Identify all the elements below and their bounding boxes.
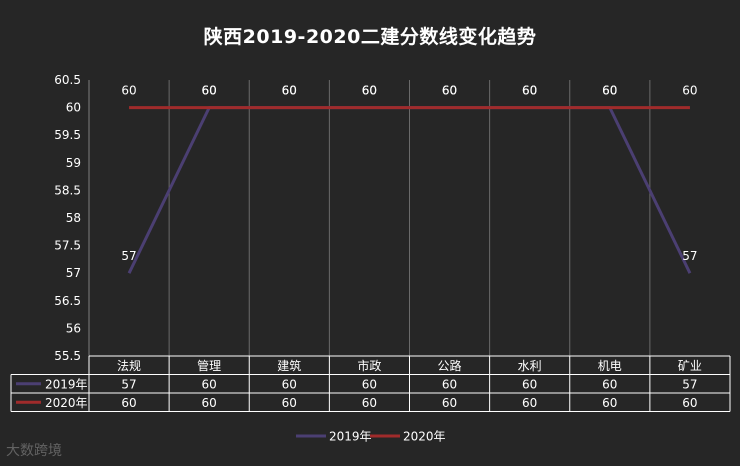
- data-label: 60: [362, 84, 377, 98]
- table-cell: 60: [522, 396, 537, 410]
- x-tick-label: 公路: [438, 358, 462, 373]
- table-cell: 60: [362, 396, 377, 410]
- table-cell: 60: [121, 396, 136, 410]
- y-tick-label: 56: [66, 321, 81, 335]
- watermark-logo: 大数跨境: [6, 443, 62, 459]
- y-tick-label: 60: [66, 101, 81, 115]
- data-label: 60: [682, 84, 697, 98]
- y-tick-label: 57: [66, 266, 81, 280]
- data-label: 60: [121, 84, 136, 98]
- y-tick-label: 57.5: [54, 239, 81, 253]
- legend-label-1: 2019年: [329, 430, 372, 444]
- chart-title: 陕西2019-2020二建分数线变化趋势: [203, 26, 537, 48]
- table-cell: 57: [121, 377, 136, 391]
- table-cell: 60: [602, 396, 617, 410]
- x-tick-label: 机电: [598, 359, 622, 373]
- table-cell: 57: [682, 377, 697, 391]
- table-cell: 60: [202, 396, 217, 410]
- data-label: 60: [442, 84, 457, 98]
- y-tick-label: 55.5: [54, 349, 81, 363]
- table-cell: 60: [202, 377, 217, 391]
- y-tick-label: 59.5: [54, 128, 81, 142]
- table-series-name: 2020年: [45, 396, 88, 410]
- data-label: 60: [602, 84, 617, 98]
- data-label: 60: [522, 84, 537, 98]
- table-cell: 60: [602, 377, 617, 391]
- table-cell: 60: [282, 377, 297, 391]
- y-tick-label: 58: [66, 211, 81, 225]
- data-label: 60: [282, 84, 297, 98]
- table-cell: 60: [442, 396, 457, 410]
- x-tick-label: 矿业: [678, 359, 702, 373]
- data-label: 60: [282, 84, 297, 98]
- table-cell: 60: [362, 377, 377, 391]
- table-cell: 60: [522, 377, 537, 391]
- y-tick-label: 60.5: [54, 73, 81, 87]
- legend-label-2: 2020年: [403, 430, 446, 444]
- data-label: 60: [202, 84, 217, 98]
- data-label: 57: [682, 249, 697, 263]
- x-tick-label: 市政: [357, 358, 381, 373]
- table-cell: 60: [442, 377, 457, 391]
- x-tick-label: 建筑: [277, 358, 301, 373]
- table-series-name: 2019年: [45, 377, 88, 391]
- data-label: 60: [522, 84, 537, 98]
- x-tick-label: 法规: [117, 358, 141, 373]
- data-label: 60: [362, 84, 377, 98]
- y-tick-label: 58.5: [54, 183, 81, 197]
- data-label: 60: [602, 84, 617, 98]
- data-label: 60: [202, 84, 217, 98]
- y-tick-label: 56.5: [54, 294, 81, 308]
- table-cell: 60: [282, 396, 297, 410]
- x-tick-label: 水利: [518, 359, 542, 373]
- data-label: 57: [121, 249, 136, 263]
- data-label: 60: [442, 84, 457, 98]
- y-tick-label: 59: [66, 156, 81, 170]
- x-tick-label: 管理: [197, 358, 221, 373]
- table-cell: 60: [682, 396, 697, 410]
